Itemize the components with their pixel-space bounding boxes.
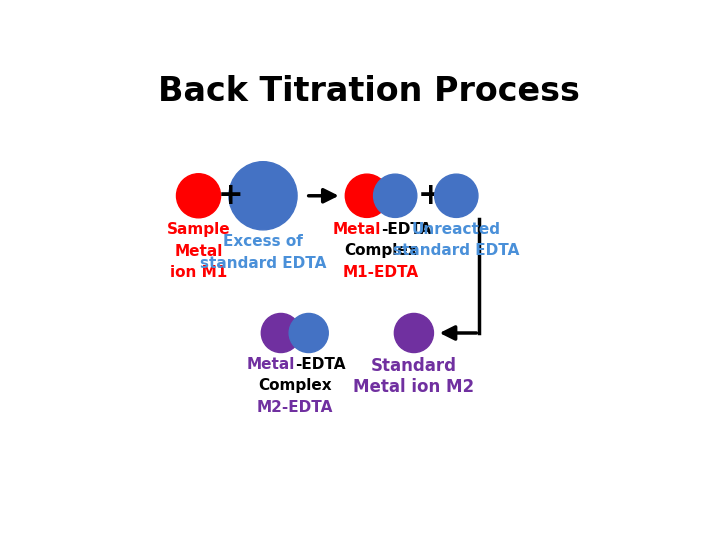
Text: Sample: Sample xyxy=(167,222,230,237)
Text: M1-EDTA: M1-EDTA xyxy=(343,265,419,280)
Circle shape xyxy=(261,313,300,353)
Text: Complex: Complex xyxy=(258,379,332,393)
Circle shape xyxy=(229,161,297,230)
Text: Excess of: Excess of xyxy=(223,234,303,249)
Circle shape xyxy=(395,313,433,353)
Text: Metal: Metal xyxy=(333,221,381,237)
Text: -EDTA: -EDTA xyxy=(381,221,431,237)
Text: Back Titration Process: Back Titration Process xyxy=(158,75,580,108)
Circle shape xyxy=(176,174,220,218)
Circle shape xyxy=(435,174,478,218)
Circle shape xyxy=(346,174,389,218)
Text: Unreacted: Unreacted xyxy=(412,221,501,237)
Circle shape xyxy=(289,313,328,353)
Text: Complex: Complex xyxy=(344,243,418,258)
Circle shape xyxy=(374,174,417,218)
Text: +: + xyxy=(418,181,444,210)
Text: M2-EDTA: M2-EDTA xyxy=(256,400,333,415)
Text: +: + xyxy=(218,181,244,210)
Text: Metal ion M2: Metal ion M2 xyxy=(354,379,474,396)
Text: Metal: Metal xyxy=(246,357,294,372)
Text: -EDTA: -EDTA xyxy=(294,357,346,372)
Text: Metal: Metal xyxy=(174,244,222,259)
Text: Standard: Standard xyxy=(371,357,457,375)
Text: standard EDTA: standard EDTA xyxy=(199,255,326,271)
Text: ion M1: ion M1 xyxy=(170,265,227,280)
Text: standard EDTA: standard EDTA xyxy=(393,243,520,258)
